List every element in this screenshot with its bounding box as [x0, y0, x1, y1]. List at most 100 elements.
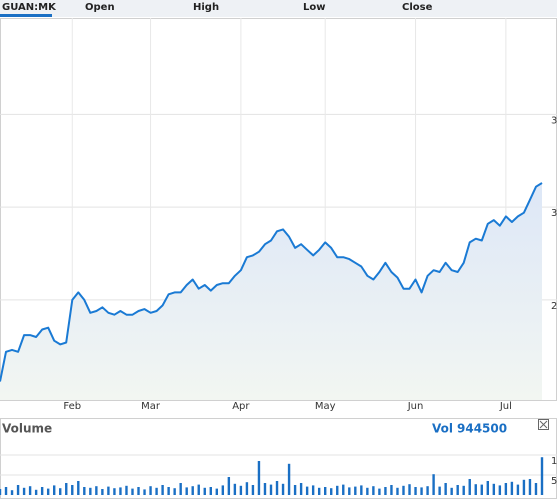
column-label: Low	[303, 2, 325, 13]
volume-bar	[510, 481, 514, 495]
volume-bar	[4, 487, 8, 495]
volume-bar	[137, 487, 140, 495]
volume-bar	[269, 484, 273, 495]
volume-bar	[197, 484, 200, 495]
volume-bar	[372, 486, 375, 495]
volume-bar	[95, 486, 98, 495]
volume-bar	[384, 487, 387, 495]
y-tick-label: 3	[551, 208, 557, 219]
symbol-underline	[0, 14, 52, 17]
close-icon[interactable]	[539, 420, 548, 429]
volume-bar	[348, 487, 351, 495]
volume-bar	[251, 485, 255, 495]
volume-bar	[155, 487, 158, 495]
volume-bar	[257, 461, 261, 495]
volume-bar	[360, 485, 363, 495]
volume-bar	[468, 479, 471, 495]
volume-bar	[191, 486, 194, 495]
volume-bar	[396, 487, 399, 495]
volume-bar	[125, 485, 128, 495]
volume-bar	[83, 487, 86, 495]
volume-bar	[161, 485, 164, 495]
symbol[interactable]: GUAN:MK	[2, 2, 57, 13]
volume-bar	[59, 488, 62, 495]
volume-bar	[209, 487, 212, 495]
volume-bar	[432, 474, 435, 495]
volume-bar	[336, 485, 339, 495]
column-label: High	[193, 2, 219, 13]
volume-bar	[10, 490, 14, 495]
volume-bar	[203, 487, 206, 495]
volume-bar	[89, 487, 92, 495]
volume-bar	[173, 488, 176, 495]
volume-bar	[420, 487, 423, 495]
volume-bar	[28, 486, 32, 495]
x-tick-label: Jul	[499, 401, 512, 412]
volume-bar	[317, 487, 321, 495]
volume-bar	[101, 489, 104, 495]
volume-bar	[46, 488, 50, 495]
volume-bar	[245, 482, 249, 495]
volume-bar	[71, 485, 74, 495]
volume-bar	[504, 483, 508, 495]
volume-bar	[287, 463, 291, 495]
volume-bar	[275, 481, 279, 495]
volume-bar	[498, 485, 502, 495]
volume-bar	[143, 489, 146, 495]
column-label: Close	[402, 2, 433, 13]
volume-bar	[16, 485, 20, 495]
y-tick-label: 2	[551, 301, 557, 312]
volume-bar	[34, 489, 38, 495]
volume-bar	[426, 486, 429, 495]
volume-bar	[492, 483, 496, 495]
volume-bar	[263, 483, 267, 495]
volume-bar	[215, 488, 218, 495]
y-tick-label: 5	[551, 476, 557, 487]
volume-bar	[0, 489, 2, 495]
volume-bar	[366, 487, 369, 495]
volume-bar	[414, 487, 417, 495]
volume-bar	[342, 484, 345, 495]
volume-bar	[227, 477, 231, 495]
volume-bar	[221, 485, 225, 495]
header-bar	[0, 0, 557, 17]
volume-bar	[311, 485, 315, 495]
header: GUAN:MK Open High Low Close	[0, 0, 557, 17]
volume-bar	[119, 487, 122, 495]
x-tick-label: Jun	[407, 401, 424, 412]
volume-bar	[516, 484, 520, 495]
volume-bar	[480, 484, 483, 495]
volume-bar	[402, 485, 405, 495]
volume-bar	[131, 488, 134, 495]
area	[0, 183, 542, 400]
volume-bar	[185, 487, 188, 495]
y-tick-label: 3	[551, 115, 557, 126]
volume-bar	[444, 483, 447, 495]
volume-bar	[324, 487, 327, 495]
volume-bar	[486, 481, 489, 495]
x-tick-label: Apr	[232, 401, 250, 412]
volume-bar	[438, 486, 441, 495]
volume-bar	[390, 485, 393, 495]
volume-bar	[462, 485, 465, 495]
volume-bar	[239, 485, 243, 495]
volume-bar	[378, 488, 381, 495]
volume-summary-label: Vol	[432, 422, 453, 436]
volume-bar	[167, 487, 170, 495]
volume-bar	[107, 486, 110, 495]
volume-bar	[534, 483, 538, 495]
volume-bar	[233, 483, 237, 495]
volume-title: Volume	[2, 422, 52, 436]
volume-bar	[40, 487, 44, 495]
volume-bar	[474, 484, 477, 495]
volume-bar	[149, 486, 152, 495]
y-tick-label: 1	[551, 456, 557, 467]
volume-bar	[528, 479, 532, 495]
volume-bar	[281, 483, 285, 495]
x-tick-label: Mar	[141, 401, 161, 412]
x-tick-label: Feb	[63, 401, 81, 412]
volume-bar	[305, 486, 309, 495]
